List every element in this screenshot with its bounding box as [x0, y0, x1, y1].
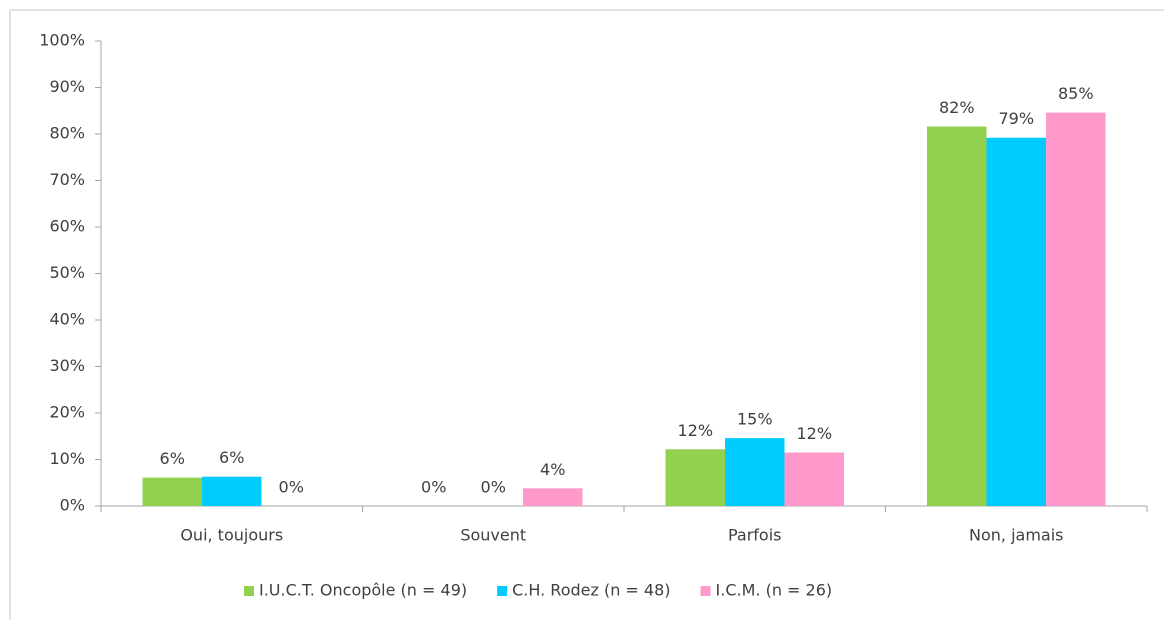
value-label: 82%: [939, 98, 975, 117]
x-tick-label: Souvent: [460, 526, 526, 545]
value-label: 0%: [421, 478, 446, 497]
y-tick-label: 70%: [49, 170, 85, 189]
y-tick-label: 10%: [49, 449, 85, 468]
value-label: 12%: [796, 424, 832, 443]
value-label: 0%: [279, 478, 304, 497]
bar: [142, 477, 202, 506]
value-label: 79%: [998, 109, 1034, 128]
x-tick-label: Parfois: [728, 526, 782, 545]
bar: [665, 449, 725, 506]
x-tick-label: Oui, toujours: [180, 526, 283, 545]
y-tick-label: 20%: [49, 403, 85, 422]
value-label: 6%: [160, 449, 185, 468]
y-tick-label: 30%: [49, 356, 85, 375]
bar: [784, 452, 844, 506]
value-label: 12%: [677, 421, 713, 440]
y-tick-label: 100%: [39, 31, 85, 50]
bar: [725, 438, 785, 506]
legend-label: I.C.M. (n = 26): [716, 581, 833, 600]
legend-label: I.U.C.T. Oncopôle (n = 49): [259, 581, 467, 600]
bar: [202, 476, 262, 506]
legend-swatch: [497, 586, 508, 596]
bar: [927, 126, 987, 506]
value-label: 6%: [219, 448, 244, 467]
value-label: 0%: [481, 478, 506, 497]
x-tick-label: Non, jamais: [969, 526, 1064, 545]
y-tick-label: 80%: [49, 124, 85, 143]
y-tick-label: 60%: [49, 217, 85, 236]
legend-label: C.H. Rodez (n = 48): [512, 581, 670, 600]
legend-swatch: [700, 586, 711, 596]
bar: [986, 137, 1046, 506]
bar: [1046, 112, 1106, 507]
y-tick-label: 90%: [49, 77, 85, 96]
value-label: 15%: [737, 410, 773, 429]
bar: [523, 488, 583, 506]
chart-frame: [9, 9, 1164, 620]
value-label: 4%: [540, 460, 565, 479]
y-tick-label: 40%: [49, 310, 85, 329]
y-tick-label: 50%: [49, 263, 85, 282]
legend-swatch: [244, 586, 254, 596]
value-label: 85%: [1058, 84, 1094, 103]
y-tick-label: 0%: [60, 496, 85, 515]
